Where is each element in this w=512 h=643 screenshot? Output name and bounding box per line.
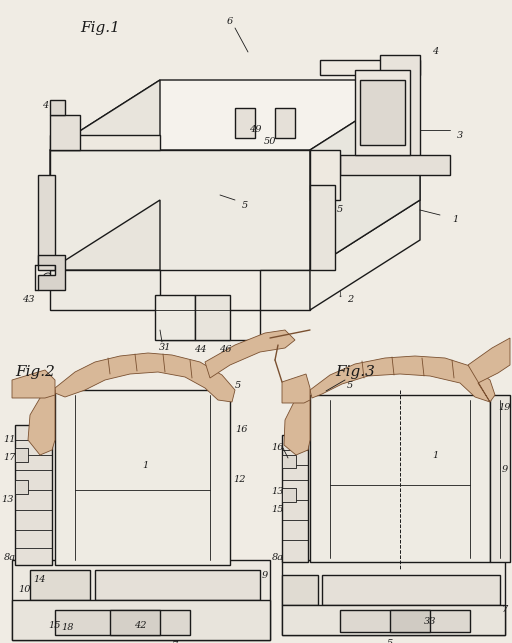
Text: Fig.3: Fig.3 (335, 365, 375, 379)
Text: 15: 15 (49, 620, 61, 629)
Polygon shape (310, 200, 420, 310)
Text: 11: 11 (4, 435, 16, 444)
Polygon shape (12, 370, 55, 398)
Polygon shape (310, 185, 335, 270)
Polygon shape (235, 108, 255, 138)
Text: 15: 15 (272, 505, 284, 514)
Text: 7: 7 (172, 640, 178, 643)
Polygon shape (155, 295, 195, 340)
Polygon shape (30, 570, 90, 600)
Text: 14: 14 (34, 575, 46, 584)
Text: 18: 18 (62, 624, 74, 633)
Polygon shape (15, 448, 28, 462)
Polygon shape (195, 295, 230, 340)
Polygon shape (340, 155, 450, 175)
Polygon shape (282, 488, 296, 502)
Polygon shape (50, 80, 160, 270)
Polygon shape (12, 600, 270, 640)
Polygon shape (310, 150, 340, 200)
Polygon shape (38, 175, 55, 270)
Polygon shape (282, 435, 308, 562)
Polygon shape (282, 575, 318, 605)
Text: ↓: ↓ (336, 291, 344, 299)
Polygon shape (15, 425, 52, 565)
Polygon shape (260, 270, 310, 310)
Polygon shape (360, 80, 405, 145)
Text: 4: 4 (432, 48, 438, 57)
Polygon shape (50, 150, 310, 270)
Text: 1: 1 (142, 460, 148, 469)
Text: 16: 16 (236, 426, 248, 435)
Text: 12: 12 (234, 476, 246, 484)
Polygon shape (28, 390, 55, 455)
Text: 49: 49 (249, 125, 261, 134)
Polygon shape (310, 80, 420, 270)
Polygon shape (55, 610, 190, 635)
Text: 5: 5 (337, 206, 343, 215)
Polygon shape (50, 200, 160, 270)
Text: Fig.2: Fig.2 (15, 365, 55, 379)
Polygon shape (55, 390, 230, 565)
Polygon shape (55, 353, 235, 402)
Text: 46: 46 (219, 345, 231, 354)
Polygon shape (310, 80, 420, 270)
Text: 9: 9 (502, 466, 508, 475)
Polygon shape (50, 100, 65, 115)
Text: 4: 4 (42, 100, 48, 109)
Text: 5: 5 (347, 381, 353, 390)
Polygon shape (380, 55, 420, 160)
Polygon shape (282, 560, 505, 635)
Text: 13: 13 (272, 487, 284, 496)
Polygon shape (50, 80, 420, 150)
Text: 5: 5 (387, 638, 393, 643)
Text: 10: 10 (19, 586, 31, 595)
Text: 17: 17 (4, 453, 16, 462)
Text: 2: 2 (347, 296, 353, 305)
Text: 43: 43 (22, 296, 34, 305)
Text: 50: 50 (264, 138, 276, 147)
Text: 8a: 8a (272, 554, 284, 563)
Polygon shape (50, 270, 160, 310)
Polygon shape (322, 575, 500, 605)
Polygon shape (50, 135, 160, 150)
Text: 3: 3 (457, 131, 463, 140)
Text: 13: 13 (2, 496, 14, 505)
Polygon shape (340, 610, 470, 632)
Polygon shape (205, 330, 295, 378)
Polygon shape (160, 310, 260, 340)
Text: 5: 5 (235, 381, 241, 390)
Polygon shape (284, 390, 310, 455)
Polygon shape (490, 395, 510, 562)
Text: 31: 31 (159, 343, 171, 352)
Text: 8a: 8a (4, 554, 16, 563)
Polygon shape (50, 115, 80, 150)
Text: 16: 16 (272, 444, 284, 453)
Polygon shape (320, 60, 420, 75)
Polygon shape (310, 395, 490, 562)
Polygon shape (275, 108, 295, 138)
Text: 19: 19 (499, 404, 511, 413)
Polygon shape (390, 610, 430, 632)
Polygon shape (38, 255, 65, 290)
Text: 44: 44 (194, 345, 206, 354)
Text: 7: 7 (502, 606, 508, 615)
Polygon shape (12, 560, 270, 640)
Polygon shape (282, 374, 310, 403)
Polygon shape (110, 610, 160, 635)
Polygon shape (15, 480, 28, 494)
Text: 42: 42 (134, 620, 146, 629)
Text: 1: 1 (452, 215, 458, 224)
Text: 5: 5 (242, 201, 248, 210)
Polygon shape (282, 455, 296, 468)
Polygon shape (468, 338, 510, 402)
Text: 9: 9 (262, 570, 268, 579)
Polygon shape (310, 356, 495, 402)
Text: 33: 33 (424, 617, 436, 626)
Text: 1: 1 (432, 451, 438, 460)
Text: 6: 6 (227, 17, 233, 26)
Polygon shape (282, 605, 505, 635)
Text: Fig.1: Fig.1 (80, 21, 120, 35)
Polygon shape (95, 570, 260, 600)
Polygon shape (355, 70, 410, 155)
